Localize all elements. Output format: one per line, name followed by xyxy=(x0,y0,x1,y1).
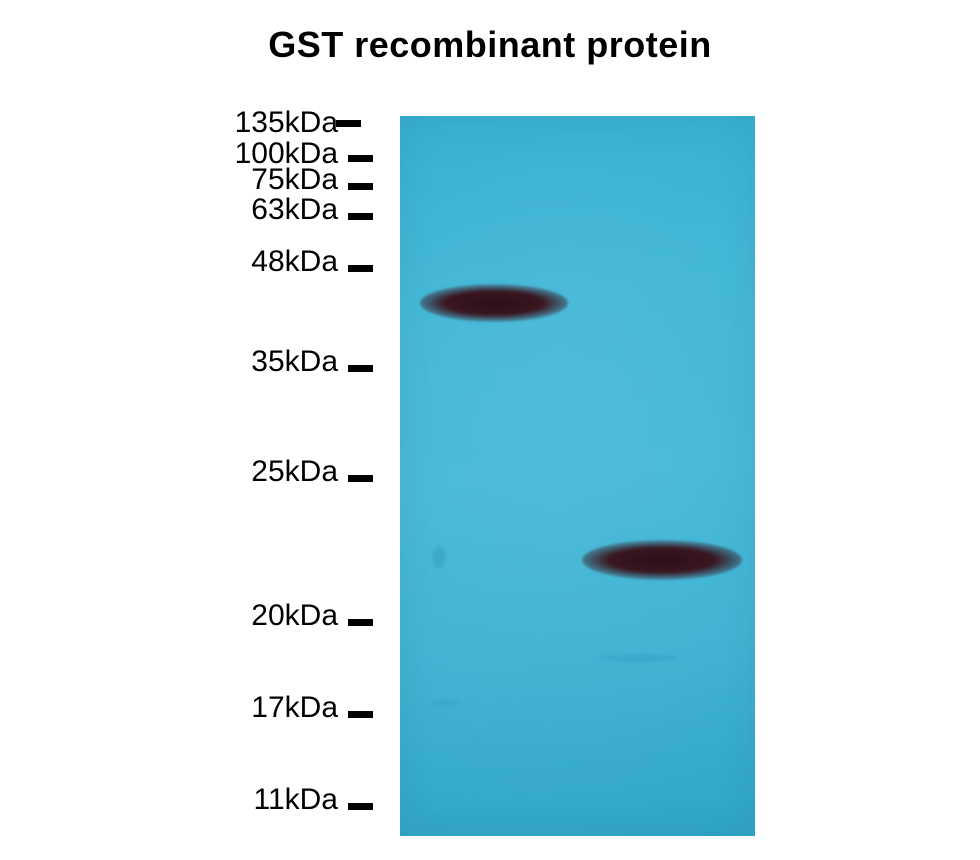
mw-tick xyxy=(348,711,373,718)
mw-tick xyxy=(348,213,373,220)
blot-membrane xyxy=(400,116,755,836)
membrane-artifact xyxy=(430,700,460,706)
mw-tick xyxy=(348,365,373,372)
mw-tick xyxy=(348,803,373,810)
membrane-artifact xyxy=(432,546,446,568)
membrane-artifact xyxy=(598,654,678,662)
mw-label: 75kDa xyxy=(251,163,338,197)
mw-label: 17kDa xyxy=(251,691,338,725)
mw-label: 135kDa xyxy=(235,106,338,140)
mw-label: 20kDa xyxy=(251,599,338,633)
mw-label: 35kDa xyxy=(251,345,338,379)
protein-band xyxy=(582,540,742,580)
mw-tick xyxy=(348,475,373,482)
mw-label: 63kDa xyxy=(251,193,338,227)
mw-label: 48kDa xyxy=(251,245,338,279)
figure-title: GST recombinant protein xyxy=(0,24,980,66)
mw-tick xyxy=(348,619,373,626)
mw-label: 25kDa xyxy=(251,455,338,489)
mw-tick xyxy=(348,155,373,162)
western-blot-figure: GST recombinant protein 135kDa100kDa75kD… xyxy=(0,0,980,860)
mw-tick xyxy=(348,265,373,272)
mw-tick xyxy=(336,120,361,127)
protein-band xyxy=(420,284,568,322)
mw-label: 11kDa xyxy=(254,783,339,817)
mw-tick xyxy=(348,183,373,190)
